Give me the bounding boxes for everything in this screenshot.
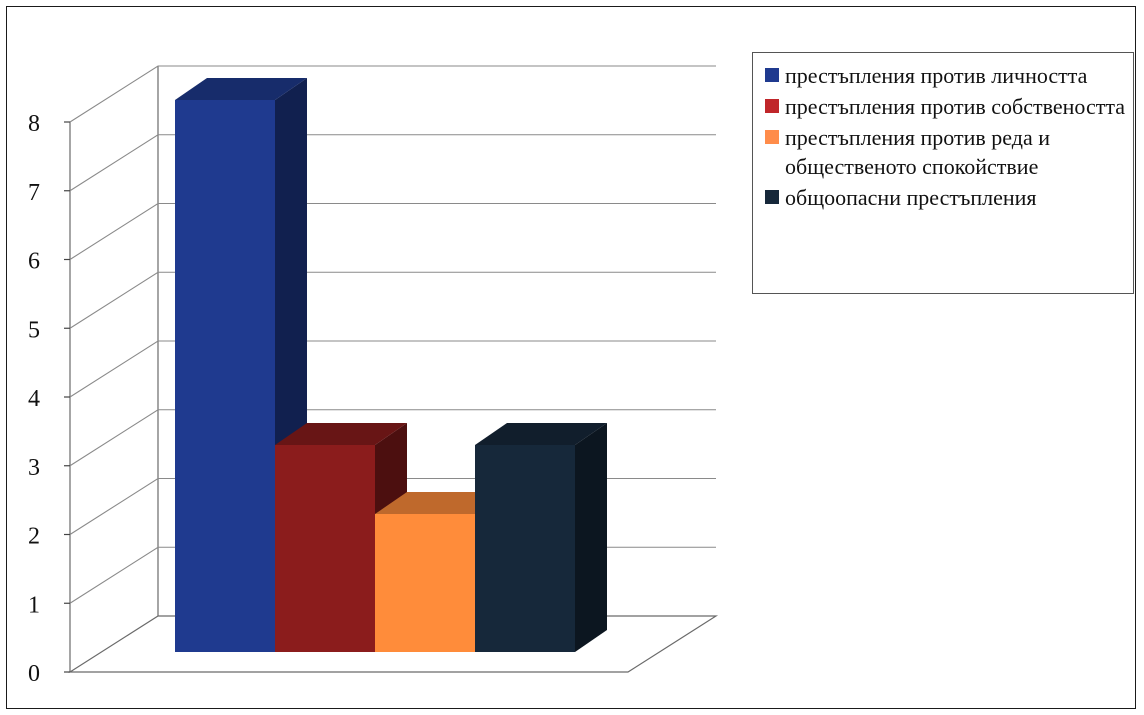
bar-top-3 [475,423,607,445]
y-tick-label-2: 2 [28,524,40,550]
gridline-8 [69,65,716,123]
legend-item-0: престъпления против личността [765,61,1127,90]
y-tick-label-7: 7 [28,180,40,206]
y-tick-label-6: 6 [28,249,40,275]
chart-legend: престъпления против личността престъплен… [752,52,1134,294]
legend-swatch-2 [765,130,779,144]
y-tick-label-0: 0 [28,661,40,687]
y-tick-label-4: 4 [28,386,40,412]
legend-swatch-0 [765,68,779,82]
y-tick-label-8: 8 [28,111,40,137]
legend-label-3: общоопасни престъпления [785,185,1037,210]
legend-label-0: престъпления против личността [785,63,1088,88]
y-axis-ticks: 0 1 2 3 4 5 6 7 8 [28,111,70,687]
legend-item-2: престъпления против реда и общественото … [765,123,1127,181]
bar-top-1 [275,423,407,445]
y-tick-label-1: 1 [28,592,40,618]
legend-swatch-1 [765,99,779,113]
gridline-7 [69,134,716,192]
legend-item-1: престъпления против собствеността [765,92,1127,121]
gridline-4 [69,340,716,398]
legend-label-2: престъпления против реда и общественото … [785,125,1050,179]
bar-front-1 [275,445,375,652]
legend-swatch-3 [765,190,779,204]
gridline-5 [69,271,716,329]
bar-front-0 [175,100,275,652]
bar-front-2 [375,514,475,652]
bar-front-3 [475,445,575,652]
gridline-6 [69,202,716,260]
y-tick-label-5: 5 [28,317,40,343]
chart-bars [175,78,607,652]
bar-top-0 [175,78,307,100]
legend-label-1: престъпления против собствеността [785,94,1125,119]
gridline-3 [69,409,716,467]
bar-top-2 [375,492,507,514]
legend-item-3: общоопасни престъпления [765,183,1127,212]
bar-3 [475,423,607,652]
bar-side-3 [575,423,607,652]
y-tick-label-3: 3 [28,455,40,481]
